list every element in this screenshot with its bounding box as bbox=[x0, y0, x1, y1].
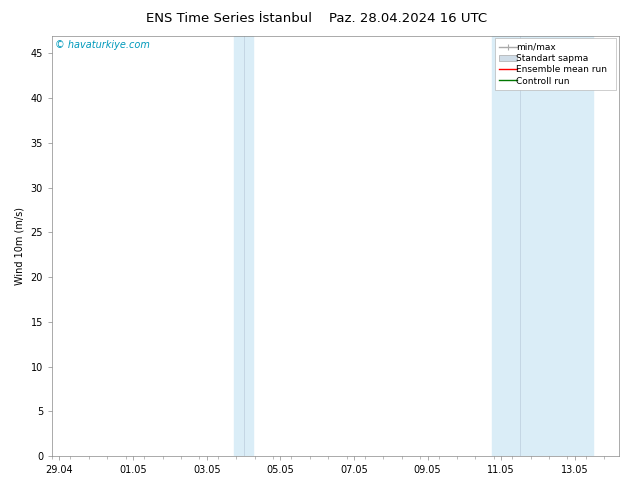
Bar bbox=[235, 36, 253, 456]
Text: ENS Time Series İstanbul    Paz. 28.04.2024 16 UTC: ENS Time Series İstanbul Paz. 28.04.2024… bbox=[146, 12, 488, 25]
Text: © havaturkiye.com: © havaturkiye.com bbox=[55, 40, 150, 50]
Y-axis label: Wind 10m (m/s): Wind 10m (m/s) bbox=[15, 207, 25, 285]
Bar bbox=[492, 36, 593, 456]
Legend: min/max, Standart sapma, Ensemble mean run, Controll run: min/max, Standart sapma, Ensemble mean r… bbox=[495, 38, 616, 90]
